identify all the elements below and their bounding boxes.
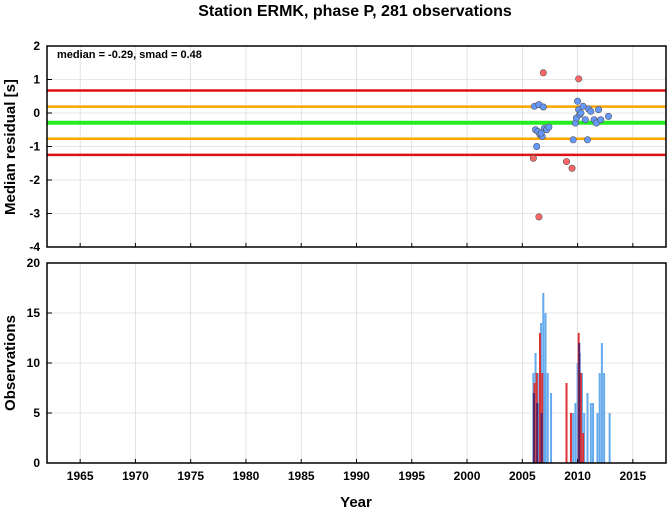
x-tick-label: 2005: [509, 469, 536, 483]
observation-bar: [576, 363, 579, 463]
residual-point: [568, 164, 576, 172]
observation-bar: [543, 373, 546, 463]
observation-bar: [572, 413, 575, 463]
residual-point: [539, 69, 547, 77]
residual-point: [581, 116, 589, 124]
y-axis-title-observations: Observations: [2, 315, 19, 411]
residual-point: [563, 158, 571, 166]
residual-point: [595, 106, 603, 114]
observation-bar: [603, 373, 606, 463]
observations-panel: 1965 1970 1975 1980 1985 1990 1995 2000 2005 2010…: [2, 256, 667, 511]
y-tick-label: -2: [29, 173, 40, 187]
x-tick-label: 1965: [67, 469, 94, 483]
residual-grid: [47, 45, 666, 248]
residual-point: [587, 107, 595, 115]
y-tick-label: 2: [33, 39, 40, 53]
observation-bar: [550, 393, 553, 463]
observation-bar: [546, 373, 549, 463]
chart-title: Station ERMK, phase P, 281 observations: [198, 3, 512, 20]
observation-bar: [589, 403, 592, 463]
residual-point: [597, 116, 605, 124]
residual-point: [533, 143, 541, 151]
y-tick-label: 15: [27, 306, 41, 320]
x-tick-label: 2010: [564, 469, 591, 483]
residual-point: [577, 109, 585, 117]
y-tick-label: -3: [29, 207, 40, 221]
residual-point: [569, 136, 577, 144]
observation-bar: [569, 413, 572, 463]
observation-bar: [582, 433, 585, 463]
observation-bar: [542, 293, 545, 463]
observation-bar: [574, 403, 577, 463]
y-tick-label: -4: [29, 240, 40, 254]
residual-point: [584, 136, 592, 144]
residual-points: [529, 69, 613, 221]
residual-point: [545, 123, 553, 131]
observation-bar: [540, 413, 543, 463]
x-axis-title: Year: [340, 494, 372, 511]
x-tick-label: 2000: [454, 469, 481, 483]
residual-point: [575, 75, 583, 83]
y-tick-label: 1: [33, 73, 40, 87]
x-tick-label: 1975: [177, 469, 204, 483]
observation-bar: [538, 333, 541, 463]
observation-bar: [600, 343, 603, 463]
residual-point: [605, 112, 613, 120]
x-tick-label: 1995: [398, 469, 425, 483]
stats-annotation: median = -0.29, smad = 0.48: [57, 49, 202, 61]
observation-bar: [598, 373, 601, 463]
x-tick-label: 1980: [233, 469, 260, 483]
observation-bar: [544, 313, 547, 463]
observation-bar: [537, 403, 540, 463]
observation-bar: [596, 413, 599, 463]
observation-bar: [580, 373, 583, 463]
y-tick-label: 20: [27, 256, 41, 270]
observation-bar: [579, 373, 582, 463]
observation-bar: [578, 343, 581, 463]
observation-bars: [532, 293, 611, 463]
x-tick-label: 1970: [122, 469, 149, 483]
x-tick-label: 1985: [288, 469, 315, 483]
threshold-lines: [47, 89, 666, 157]
y-tick-label: 5: [33, 406, 40, 420]
residual-point: [539, 103, 547, 111]
observation-bar: [534, 353, 537, 463]
residual-point: [574, 97, 582, 105]
y-axis-title-residual: Median residual [s]: [2, 79, 19, 215]
y-tick-label: -1: [29, 140, 40, 154]
observation-bar: [536, 403, 539, 463]
x-tick-label: 2015: [619, 469, 646, 483]
residual-ticks: -4 -3 -2 -1 0 1 2: [29, 39, 634, 254]
residual-point: [579, 102, 587, 110]
y-tick-label: 10: [27, 356, 41, 370]
residual-point: [537, 129, 545, 137]
y-tick-label: 0: [33, 456, 40, 470]
observation-bar: [565, 383, 568, 463]
residual-point: [529, 154, 537, 162]
observation-bar: [532, 393, 535, 463]
observations-ticks: 1965 1970 1975 1980 1985 1990 1995 2000 2005 2010…: [27, 256, 647, 483]
y-tick-label: 0: [33, 106, 40, 120]
observation-bar: [586, 393, 589, 463]
x-tick-label: 1990: [343, 469, 370, 483]
observation-bar: [608, 413, 611, 463]
observation-bar: [592, 403, 595, 463]
residual-point: [535, 213, 543, 221]
observation-bar: [583, 413, 586, 463]
observation-bar: [540, 323, 543, 463]
